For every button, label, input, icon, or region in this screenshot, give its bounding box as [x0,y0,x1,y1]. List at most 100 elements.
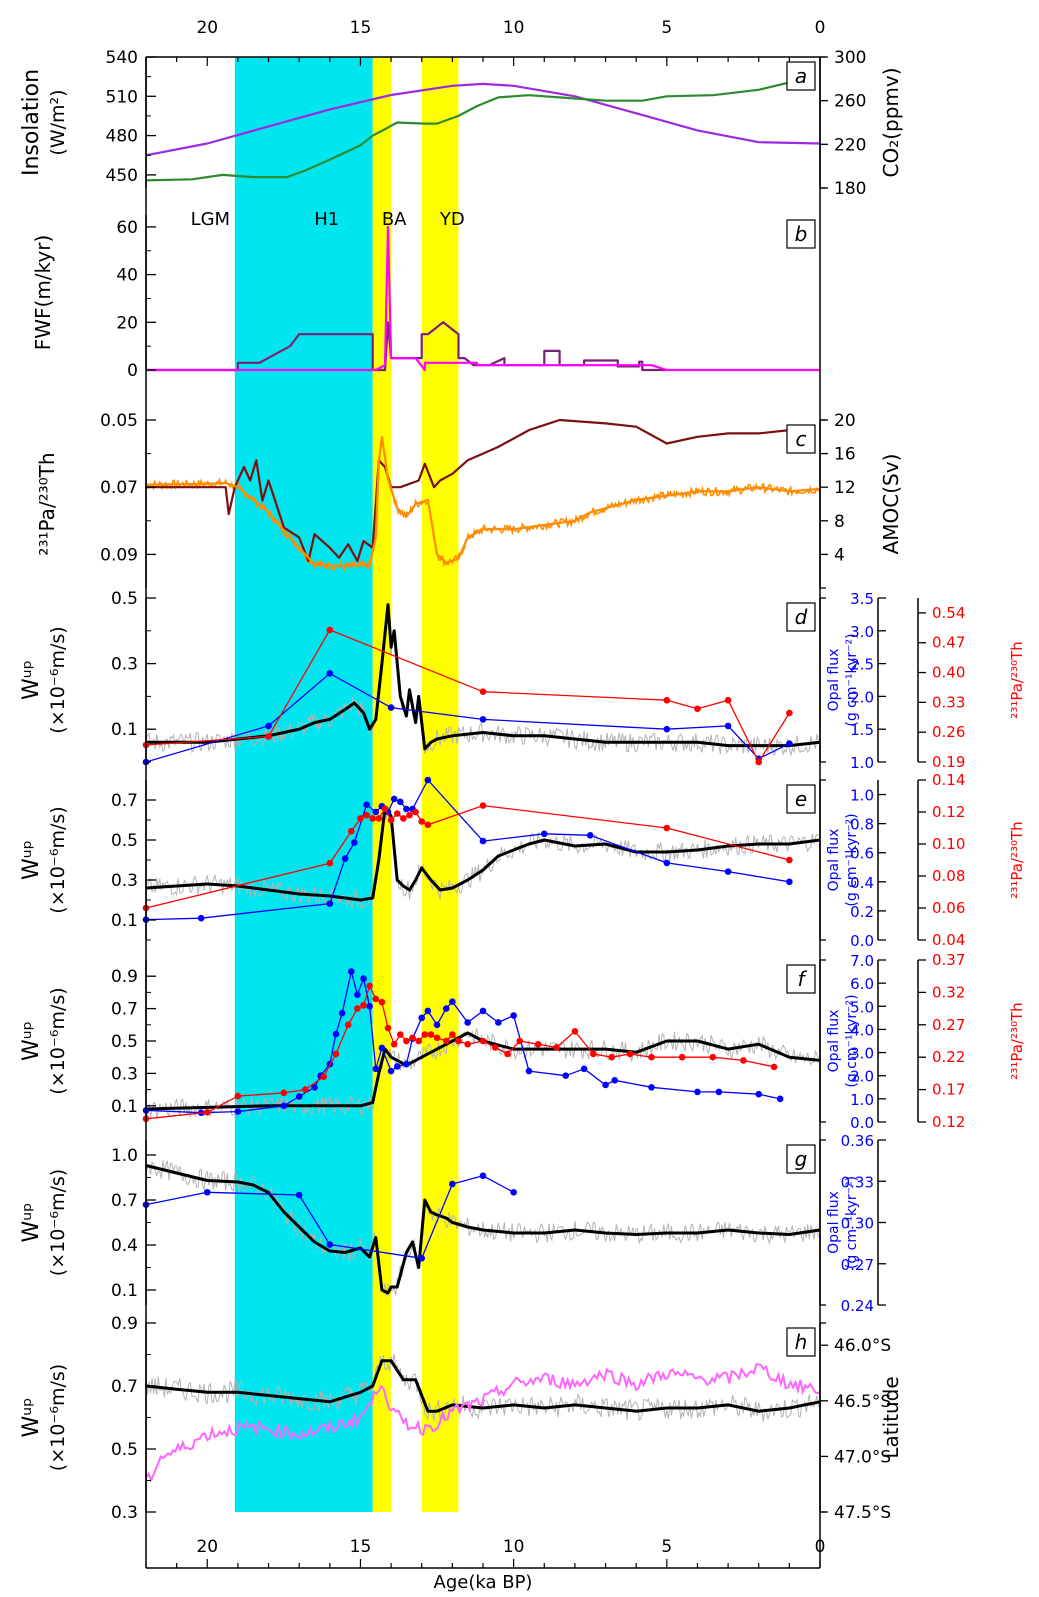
panel-letter: h [795,1330,808,1354]
x-axis-label: Age(ka BP) [434,1572,533,1593]
left-axis-subtitle: (×10⁻⁶m/s) [47,806,69,913]
pa-th-marker [424,821,432,829]
opal-flux-marker [562,1072,570,1080]
left-tick-label: 20 [116,313,138,333]
panel-letter-box [786,61,816,91]
pa-th-marker [390,1040,398,1048]
left-axis-subtitle: (×10⁻⁶m/s) [47,987,69,1094]
pa-th-marker [504,1050,511,1058]
pa-th-marker [360,1002,367,1009]
right-tick-label: 1.0 [850,787,874,805]
right-tick-label: 20 [834,411,856,431]
pa-th-marker [534,1040,542,1048]
pa-th-marker [663,824,671,832]
fwf-1-line [146,321,667,372]
panel-letter-box [786,219,816,249]
pa-th-marker [412,808,419,816]
left-tick-label: 40 [116,266,138,286]
pa-th-tick-label: 0.33 [932,693,965,711]
latitude-line [145,1363,821,1483]
opal-flux-marker [724,722,732,730]
pa-th-marker [516,1037,524,1045]
right-tick-label: 220 [834,135,866,155]
bottom-x-tick-label: 5 [661,1537,672,1557]
opal-flux-marker [786,878,793,886]
pa-th-marker [203,1108,211,1116]
period-band-labels: LGM H1 BA YD [191,209,465,230]
pa-th-marker [418,818,426,825]
right-tick-label: 3.5 [850,590,874,608]
pa-th-marker [433,1034,441,1042]
band-h1 [234,57,373,1512]
left-tick-label: 1.0 [111,1146,138,1166]
pa-th-marker [381,805,389,813]
pa-th-marker [571,1027,579,1035]
opal-flux-marker [540,830,548,838]
panel-letter: d [795,605,808,629]
pa-th-marker [363,811,370,819]
opal-flux-marker [338,1009,346,1017]
pa-th-marker [786,709,793,717]
bottom-x-tick-label: 20 [196,1537,218,1557]
opal-flux-marker [755,1090,763,1098]
opal-flux-marker [280,1102,288,1110]
right-tick-label: 47.5°S [834,1503,891,1523]
opal-flux-marker [332,1030,340,1038]
opal-flux-line [145,1175,514,1259]
pa-th-marker [369,815,377,822]
pa-th-marker [302,1086,309,1093]
band-label-yd: YD [439,209,465,230]
right-tick-label: 0.33 [841,1173,874,1191]
opal-flux-marker [387,704,395,711]
opal-flux-marker [234,1108,242,1115]
right-tick-label: 16 [834,445,856,465]
opal-flux-marker [449,1180,456,1188]
pa-th-tick-label: 0.26 [932,723,965,741]
right-axis-title: CO₂(ppmv) [879,67,903,177]
opal-flux-marker [442,1005,450,1012]
opal-flux-marker [495,1019,502,1026]
right-tick-label: 0.2 [850,903,874,921]
right-tick-label: 0.30 [841,1215,874,1233]
panel-letter: a [795,64,807,88]
opal-flux-marker [326,670,334,677]
panel-letter-box [786,1144,816,1174]
opal-flux-marker [265,722,272,730]
pa-th-marker [678,1053,686,1061]
pa-th-marker [479,1037,487,1045]
panel-e: 0.7 0.5 0.3 0.1 Wᵘᵖ (×10⁻⁶m/s) 1.0 0.8 0.6 0.4 0.2… [19,771,1026,950]
pa-th-marker [626,1050,634,1058]
top-x-tick-label: 5 [661,18,672,38]
left-axis-title: FWF(m/kyr) [31,235,55,351]
right-tick-label: 180 [834,179,866,199]
pa-th-tick-label: 0.06 [932,899,965,917]
panel-g: 1.0 0.7 0.4 0.1 Wᵘᵖ (×10⁻⁶m/s) 0.36 0.33 0.30 0.2… [19,1132,886,1315]
pa-th-marker [403,1037,410,1045]
opal-flux-marker [525,1067,533,1075]
right-tick-label: 7.0 [850,952,874,970]
opal-flux-marker [418,1254,426,1262]
left-tick-label: 60 [116,218,138,238]
opal-axis-title: Opal flux [826,1191,842,1254]
right-tick-label: 260 [834,92,866,112]
panel-b: 60 40 20 0 FWF(m/kyr) b [31,215,820,381]
pa-th-marker [755,758,763,766]
right-tick-label: 2.0 [850,688,874,706]
right-tick-label: 3.0 [850,1045,874,1063]
pa-th-marker [280,1089,288,1097]
panel-letter-box [786,602,816,632]
opal-flux-marker [363,801,370,809]
pa-th-marker [455,1037,462,1045]
left-tick-label: 0.3 [111,1064,138,1084]
opal-flux-marker [449,998,456,1005]
insolation-line [145,82,821,157]
band-label-ba: BA [382,209,407,230]
opal-flux-marker [424,776,432,784]
wup-smoothed-line [146,603,821,751]
panel-letter: f [797,967,807,991]
opal-flux-marker [776,1095,784,1103]
opal-flux-marker [479,1172,487,1180]
opal-flux-marker [479,1007,487,1015]
right-axis-title: Latitude [879,1376,903,1458]
